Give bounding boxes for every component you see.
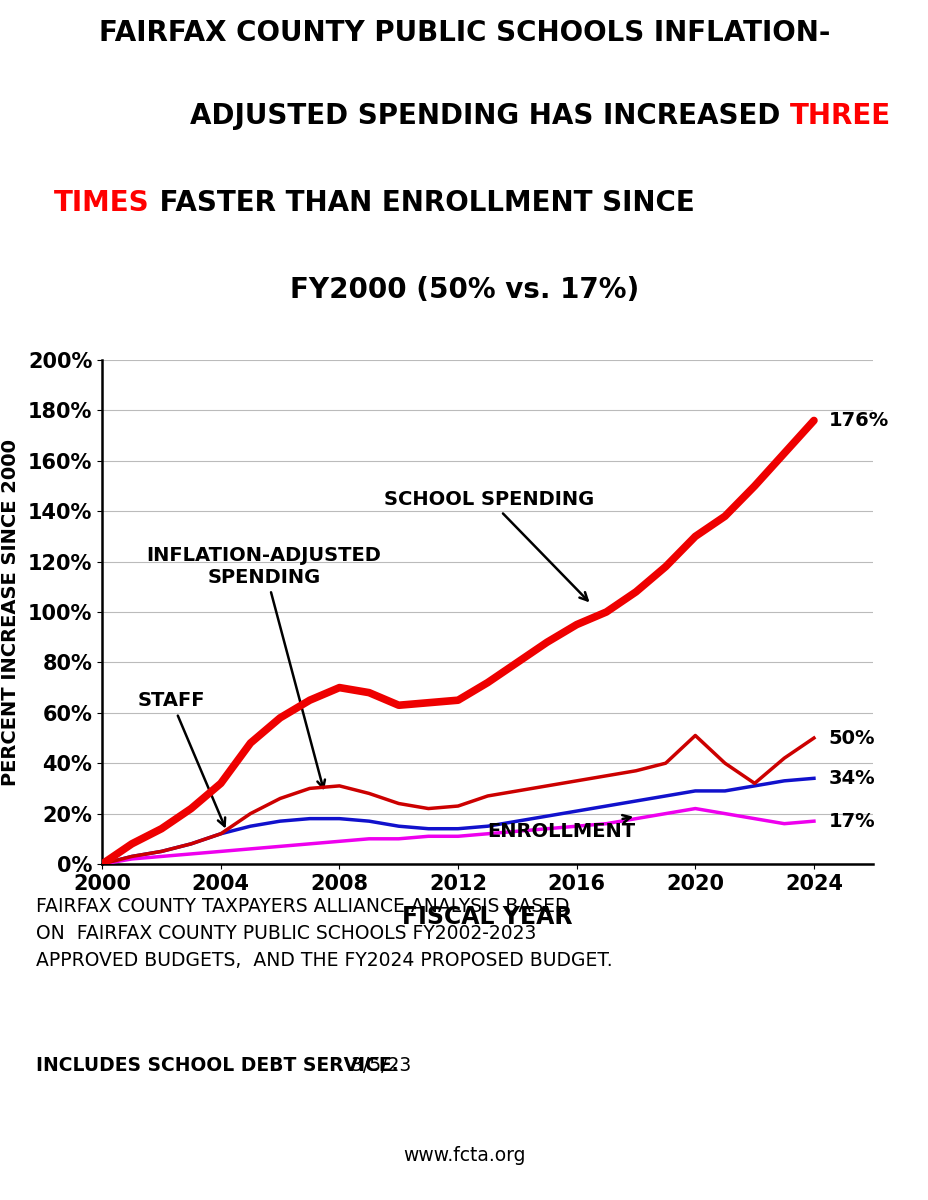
Text: FAIRFAX COUNTY PUBLIC SCHOOLS INFLATION-: FAIRFAX COUNTY PUBLIC SCHOOLS INFLATION- [98,19,830,47]
Text: 17%: 17% [828,811,874,830]
Text: SCHOOL SPENDING: SCHOOL SPENDING [383,490,594,600]
Text: 3/5/23: 3/5/23 [339,1056,411,1075]
Text: THREE: THREE [789,102,890,131]
Text: 34%: 34% [828,769,874,788]
Text: FASTER THAN ENROLLMENT SINCE: FASTER THAN ENROLLMENT SINCE [149,190,694,217]
Text: 50%: 50% [828,728,874,748]
Text: INFLATION-ADJUSTED
SPENDING: INFLATION-ADJUSTED SPENDING [147,546,381,788]
Text: ADJUSTED SPENDING HAS INCREASED: ADJUSTED SPENDING HAS INCREASED [189,102,789,131]
Y-axis label: PERCENT INCREASE SINCE 2000: PERCENT INCREASE SINCE 2000 [1,438,19,786]
Text: ENROLLMENT: ENROLLMENT [487,815,635,841]
X-axis label: FISCAL YEAR: FISCAL YEAR [402,905,573,929]
Text: STAFF: STAFF [137,691,225,826]
Text: INCLUDES SCHOOL DEBT SERVICE.: INCLUDES SCHOOL DEBT SERVICE. [36,1056,399,1075]
Text: FY2000 (50% vs. 17%): FY2000 (50% vs. 17%) [290,276,638,305]
Text: 176%: 176% [828,410,888,430]
Text: www.fcta.org: www.fcta.org [403,1146,525,1165]
Text: FAIRFAX COUNTY TAXPAYERS ALLIANCE ANALYSIS BASED
ON  FAIRFAX COUNTY PUBLIC SCHOO: FAIRFAX COUNTY TAXPAYERS ALLIANCE ANALYS… [36,898,612,971]
Text: TIMES: TIMES [54,190,149,217]
